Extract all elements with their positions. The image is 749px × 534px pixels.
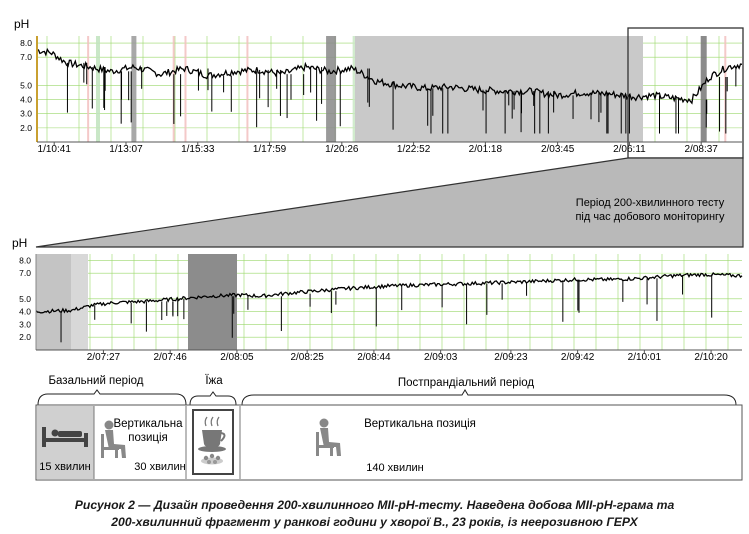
caption-line-1: Рисунок 2 — Дизайн проведення 200-хвилин…	[74, 498, 675, 512]
xtick-label: 2/09:42	[561, 352, 595, 363]
ytick-label: 2.0	[20, 123, 32, 133]
figure-caption: Рисунок 2 — Дизайн проведення 200-хвилин…	[8, 497, 741, 531]
post-upright-duration: 140 хвилин	[366, 462, 424, 474]
seated-patient-icon	[101, 420, 126, 458]
basal-upright-label: Вертикальна позиція	[113, 418, 183, 444]
event-band	[87, 36, 90, 142]
ytick-label: 8.0	[20, 38, 32, 48]
ytick-label: 8.0	[19, 255, 31, 265]
xtick-label: 2/08:05	[220, 352, 254, 363]
top-xtick-labels: 1/10:41 1/13:07 1/15:33 1/17:59 1/20:26 1/22:…	[38, 142, 719, 155]
top-reflux-spikes	[66, 62, 737, 134]
top-ylabel: pH	[14, 17, 29, 31]
xtick-label: 2/08:44	[357, 352, 391, 363]
daily-ph-chart: pH 8.0 7.0 5.0 4.0 3.0 2.0 1/10:41 1/13:07 1/15…	[0, 0, 749, 160]
event-band	[700, 36, 707, 142]
xtick-label: 1/13:07	[109, 144, 143, 155]
supine-patient-icon	[42, 427, 88, 447]
event-band	[246, 36, 249, 142]
xtick-label: 1/22:52	[397, 144, 431, 155]
ytick-label: 3.0	[19, 319, 31, 329]
xtick-label: 1/20:26	[325, 144, 359, 155]
caption-line-2: 200-хвилинний фрагмент у ранкові години …	[111, 515, 638, 529]
bottom-xtick-labels: 2/07:27 2/07:46 2/08:05 2/08:25 2/08:44 2/09:…	[87, 350, 728, 363]
xtick-label: 2/07:46	[153, 352, 187, 363]
event-band	[95, 36, 100, 142]
ytick-label: 4.0	[19, 307, 31, 317]
xtick-label: 2/07:27	[87, 352, 121, 363]
callout-line-1: Період 200-хвилинного тесту	[576, 197, 725, 209]
xtick-label: 2/08:25	[290, 352, 324, 363]
ytick-label: 3.0	[20, 109, 32, 119]
xtick-label: 2/08:37	[685, 144, 719, 155]
xtick-label: 2/03:45	[541, 144, 575, 155]
xtick-label: 2/06:11	[613, 144, 646, 155]
basal-brace	[37, 389, 187, 406]
baseline-supine-shade	[36, 254, 71, 350]
xtick-label: 2/10:01	[628, 352, 662, 363]
callout-line-2: під час добового моніторингу	[575, 211, 725, 223]
basal-upright-duration: 30 хвилин	[134, 461, 185, 473]
post-upright-label: Вертикальна позиція	[364, 418, 476, 430]
xtick-label: 2/01:18	[469, 144, 503, 155]
seated-patient-icon	[316, 418, 341, 456]
bottom-ytick-labels: 8.0 7.0 5.0 4.0 3.0 2.0	[19, 255, 31, 342]
meal-brace	[189, 391, 237, 406]
event-band	[131, 36, 137, 142]
phase-post-label: Постпрандіальний період	[398, 377, 535, 389]
ytick-label: 5.0	[20, 80, 32, 90]
xtick-label: 2/09:23	[494, 352, 528, 363]
meal-shade	[188, 254, 237, 350]
zoom-callout: Період 200-хвилинного тесту під час добо…	[35, 157, 744, 248]
xtick-label: 2/10:20	[694, 352, 728, 363]
event-band	[724, 36, 727, 142]
ytick-label: 7.0	[19, 268, 31, 278]
baseline-upright-shade	[71, 254, 88, 350]
ytick-label: 7.0	[20, 52, 32, 62]
protocol-frame	[35, 404, 743, 481]
bottom-ph-trace	[35, 271, 743, 314]
fragment-ph-chart: pH 8.0 7.0 5.0 4.0 3.0 2.0 2/07:27 2/07:46 2/08…	[12, 236, 743, 363]
phase-meal-label: Їжа	[205, 375, 223, 387]
top-ph-trace	[36, 47, 743, 105]
xtick-label: 2/09:03	[424, 352, 458, 363]
event-band	[184, 36, 187, 142]
top-night-shade	[355, 36, 643, 142]
xtick-label: 1/10:41	[38, 144, 72, 155]
post-brace	[241, 389, 737, 406]
protocol-timeline: Базальний період Їжа Постпрандіальний пе…	[35, 375, 743, 481]
event-band	[326, 36, 337, 142]
ytick-label: 4.0	[20, 95, 32, 105]
zoom-funnel	[35, 157, 744, 248]
phase-basal-label: Базальний період	[48, 375, 143, 387]
xtick-label: 1/17:59	[253, 144, 287, 155]
bottom-plot-bg	[36, 254, 742, 350]
ytick-label: 2.0	[19, 332, 31, 342]
meal-icon	[192, 409, 234, 475]
ytick-label: 5.0	[19, 294, 31, 304]
top-ytick-labels: 8.0 7.0 5.0 4.0 3.0 2.0	[20, 38, 32, 133]
supine-duration: 15 хвилин	[39, 461, 90, 473]
xtick-label: 1/15:33	[181, 144, 215, 155]
bottom-ylabel: pH	[12, 236, 27, 250]
bottom-reflux-spikes	[60, 274, 713, 343]
